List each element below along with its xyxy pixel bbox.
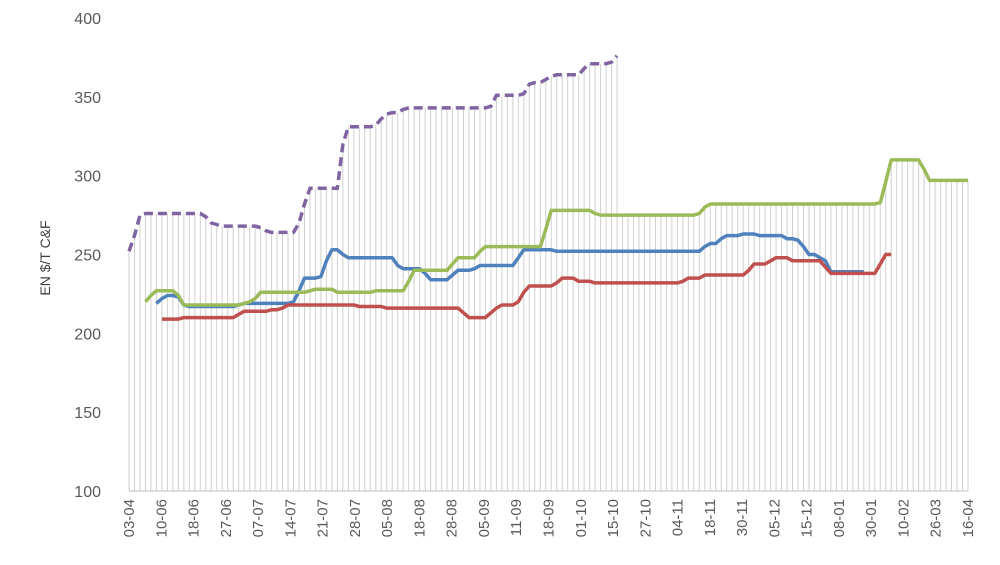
x-tick-label: 15-12 bbox=[799, 499, 816, 537]
x-tick-label: 18-09 bbox=[541, 499, 558, 537]
x-tick-label: 18-11 bbox=[702, 499, 719, 536]
y-tick-label: 250 bbox=[74, 248, 101, 265]
x-tick-label: 05-08 bbox=[379, 499, 396, 537]
x-tick-label: 01-10 bbox=[573, 499, 590, 537]
y-tick-label: 400 bbox=[74, 11, 101, 28]
x-tick-label: 18-06 bbox=[186, 499, 203, 537]
plot-area bbox=[129, 18, 968, 491]
x-tick-label: 27-10 bbox=[637, 499, 654, 537]
x-tick-label: 21-07 bbox=[315, 499, 332, 537]
x-tick-label: 10-02 bbox=[895, 499, 912, 537]
x-tick-label: 03-04 bbox=[121, 499, 138, 537]
x-tick-label: 30-01 bbox=[863, 499, 880, 537]
y-tick-label: 200 bbox=[74, 326, 101, 343]
x-tick-label: 27-06 bbox=[218, 499, 235, 537]
x-tick-label: 28-07 bbox=[347, 499, 364, 537]
x-tick-label: 14-07 bbox=[282, 499, 299, 537]
x-tick-label: 26-03 bbox=[928, 499, 945, 537]
series-line-3 bbox=[144, 158, 968, 307]
plot-background bbox=[129, 18, 968, 491]
drop-lines bbox=[128, 55, 969, 491]
x-tick-label: 18-08 bbox=[411, 499, 428, 537]
y-tick-label: 150 bbox=[74, 405, 101, 422]
y-tick-label: 100 bbox=[74, 484, 101, 501]
x-tick-label: 28-08 bbox=[444, 499, 461, 537]
x-tick-label: 10-06 bbox=[153, 499, 170, 537]
x-tick-label: 16-04 bbox=[960, 499, 977, 537]
x-tick-label: 30-11 bbox=[734, 499, 751, 536]
x-tick-label: 04-11 bbox=[670, 499, 687, 536]
series-line-2 bbox=[155, 232, 864, 309]
y-tick-label: 350 bbox=[74, 90, 101, 107]
series-line-4 bbox=[161, 252, 892, 321]
x-tick-label: 08-01 bbox=[831, 499, 848, 537]
x-tick-label: 05-12 bbox=[766, 499, 783, 537]
x-tick-label: 11-09 bbox=[508, 499, 525, 536]
y-axis-label: EN $/T C&F bbox=[37, 220, 53, 295]
x-tick-label: 15-10 bbox=[605, 499, 622, 537]
x-tick-label: 05-09 bbox=[476, 499, 493, 537]
x-axis-ticks: 03-04 10-06 18-06 27-06 07-07 14-07 21-07 28-07… bbox=[121, 490, 977, 537]
y-axis-ticks: 100 150 200 250 300 350 400 bbox=[74, 11, 101, 501]
series-lines bbox=[127, 54, 968, 321]
series-line-1 bbox=[127, 54, 619, 252]
y-tick-label: 300 bbox=[74, 169, 101, 186]
x-tick-label: 07-07 bbox=[250, 499, 267, 537]
